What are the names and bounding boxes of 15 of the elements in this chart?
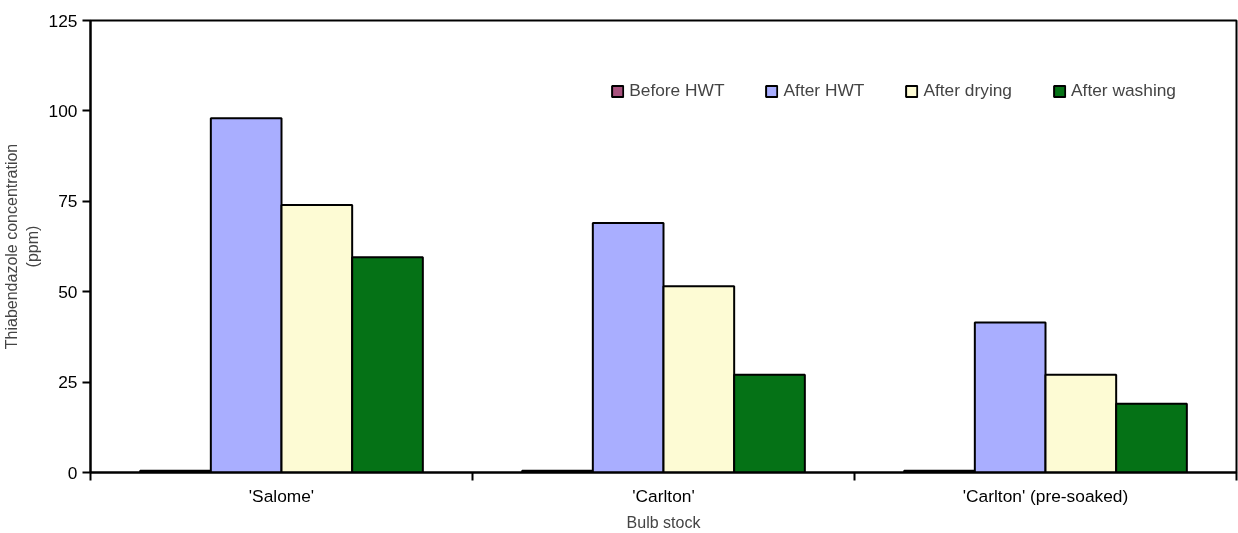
- legend-label: Before HWT: [629, 80, 725, 101]
- y-tick-label: 100: [48, 100, 78, 121]
- y-tick-label: 75: [58, 191, 78, 212]
- legend-label: After HWT: [783, 80, 865, 101]
- x-tick-label: 'Salome': [248, 485, 315, 506]
- y-tick-label: 0: [67, 462, 78, 483]
- legend-label: After drying: [923, 80, 1013, 101]
- y-tick-label: 125: [48, 10, 78, 31]
- y-tick-label: 50: [58, 281, 78, 302]
- legend-label: After washing: [1071, 80, 1176, 101]
- x-axis-title: Bulb stock: [626, 513, 702, 531]
- y-axis-title: Thiabendazole concentration (ppm): [3, 143, 41, 350]
- y-tick-label: 25: [58, 372, 78, 393]
- x-tick-label: 'Carlton': [632, 485, 695, 506]
- x-tick-label: 'Carlton' (pre-soaked): [962, 485, 1129, 506]
